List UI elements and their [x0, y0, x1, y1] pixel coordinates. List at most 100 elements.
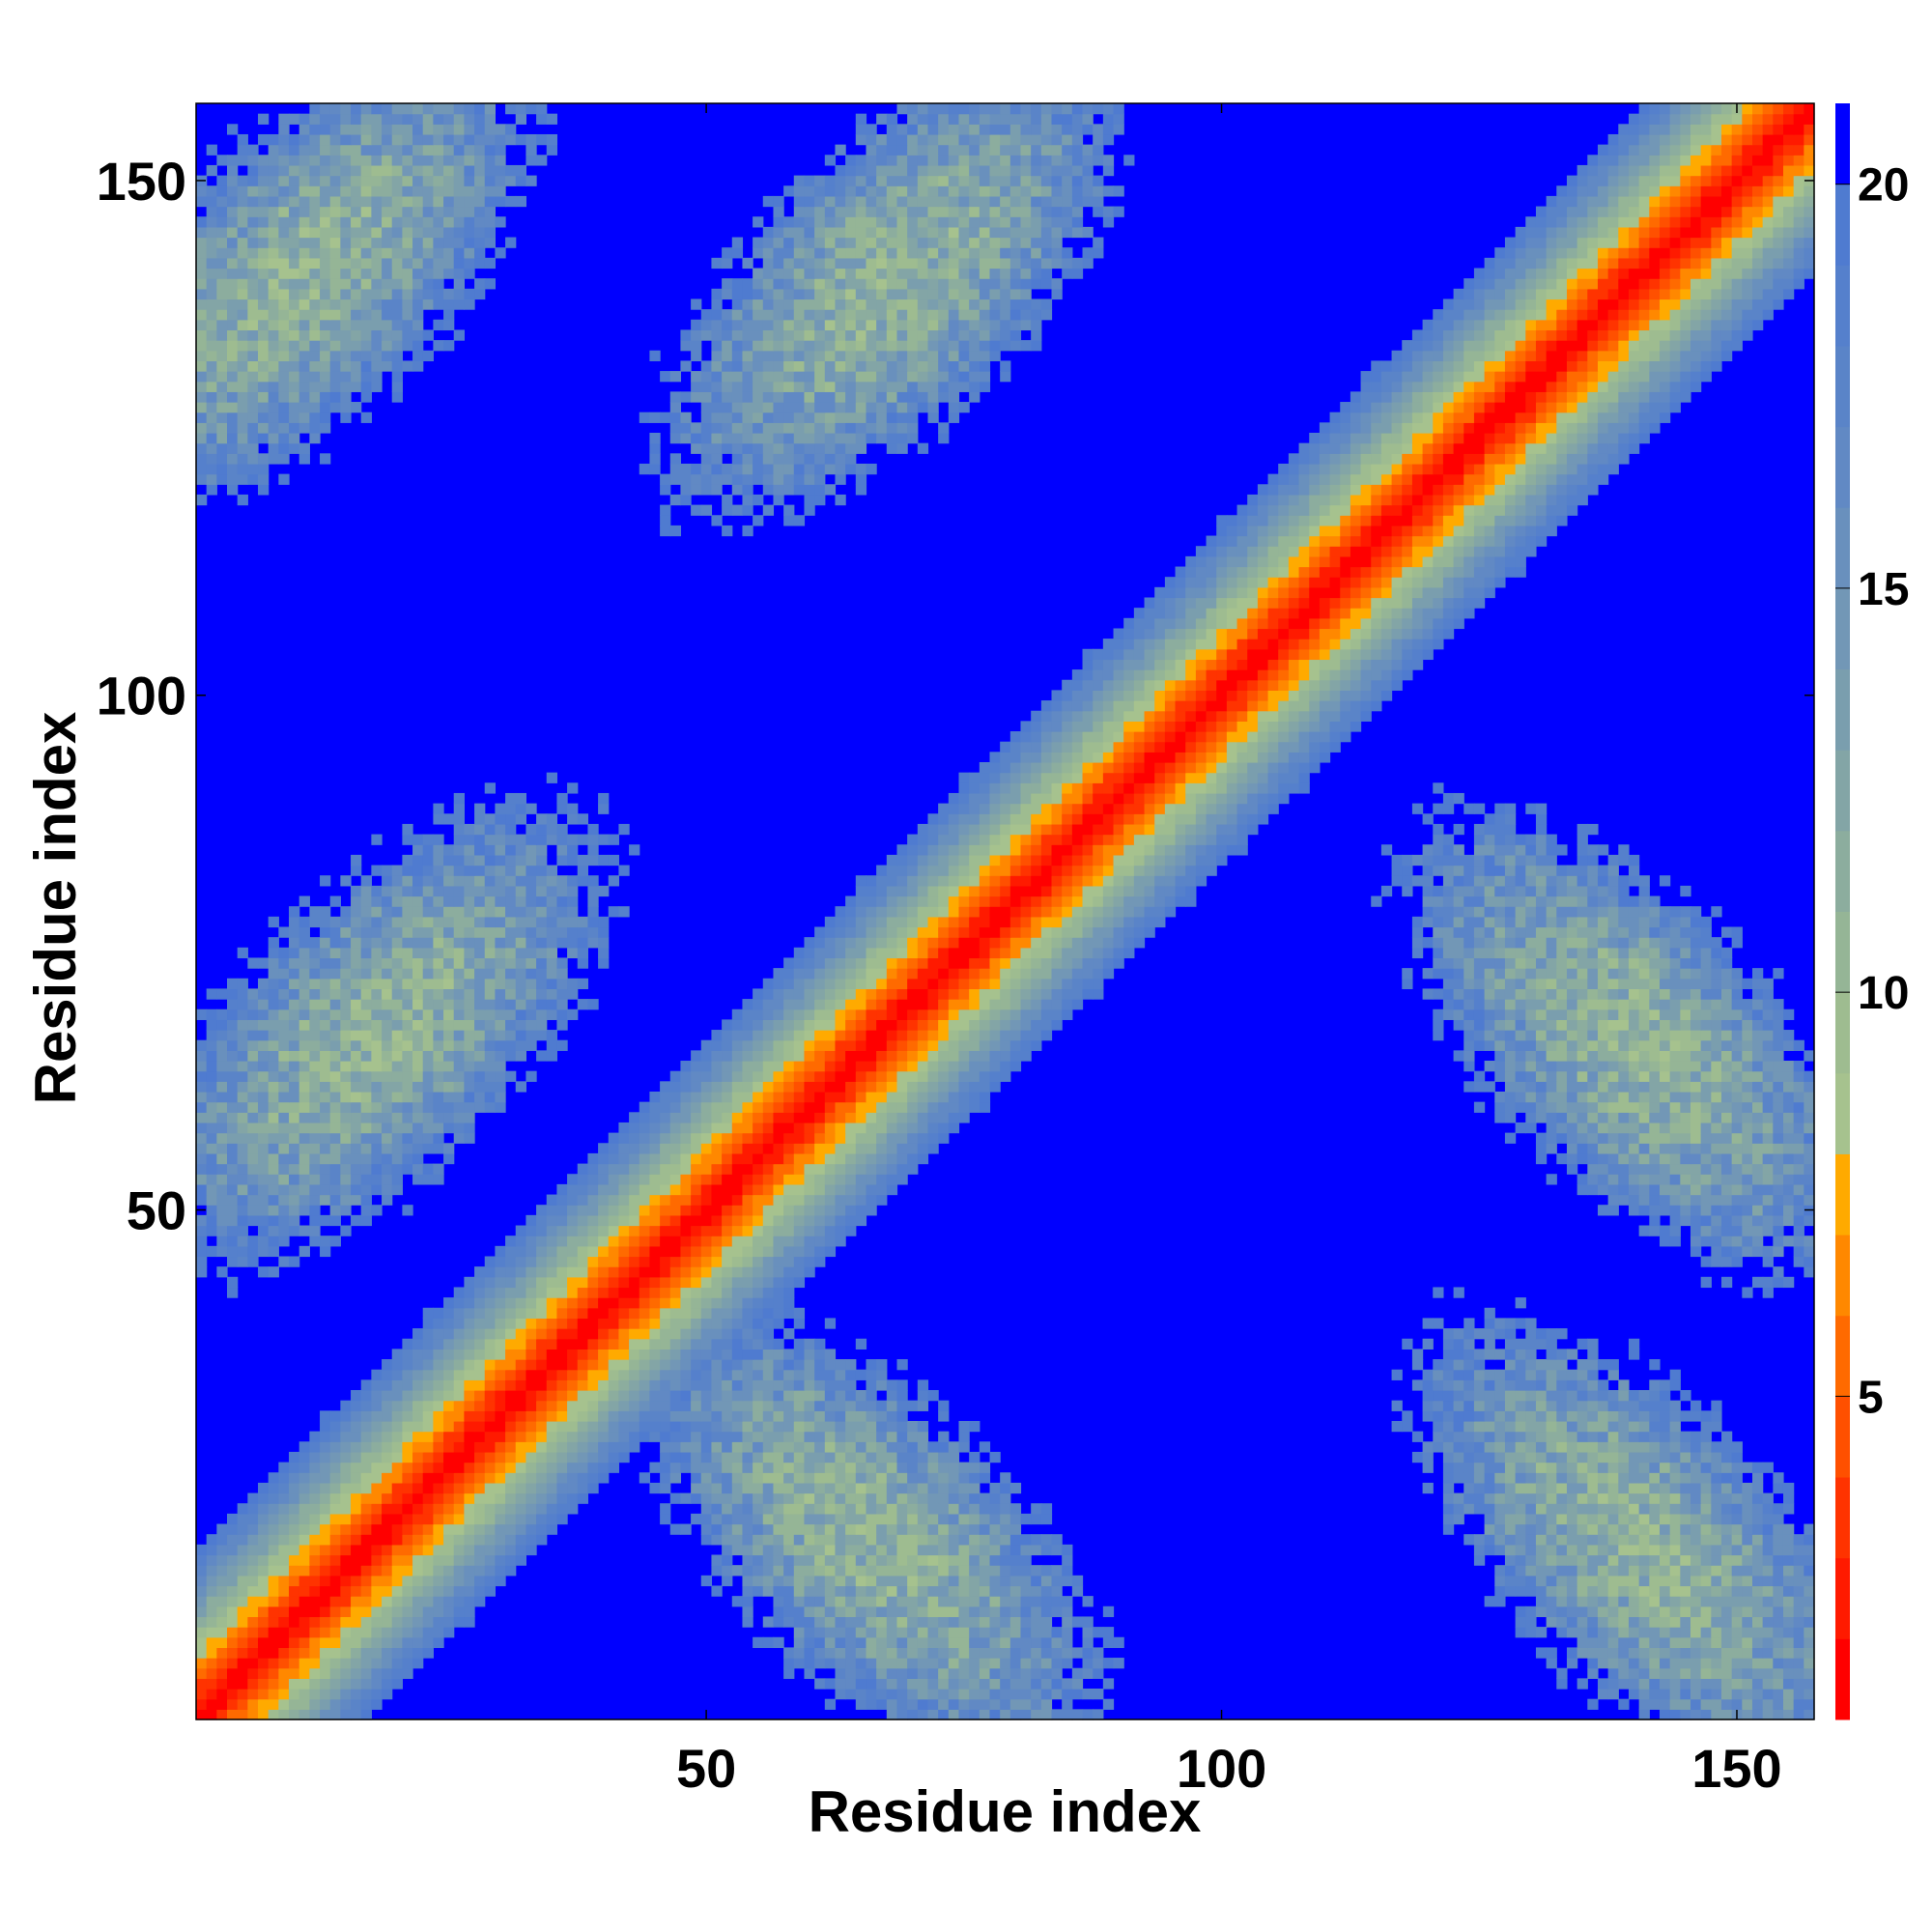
heatmap-cell	[237, 1050, 248, 1062]
heatmap-cell	[329, 1513, 341, 1525]
heatmap-cell	[422, 1328, 434, 1340]
heatmap-cell	[227, 1698, 239, 1710]
heatmap-cell	[742, 1225, 753, 1236]
heatmap-cell	[753, 1349, 764, 1360]
heatmap-cell	[237, 1214, 248, 1227]
heatmap-cell	[258, 1667, 270, 1679]
heatmap-cell	[753, 1441, 764, 1453]
heatmap-cell	[824, 1575, 837, 1587]
heatmap-cell	[618, 1390, 630, 1402]
heatmap-cell	[804, 1214, 815, 1227]
heatmap-cell	[1793, 1605, 1804, 1618]
heatmap-cell	[845, 1513, 857, 1525]
heatmap-cell	[391, 1379, 403, 1391]
heatmap-cell	[1680, 1513, 1691, 1525]
heatmap-cell	[722, 1112, 733, 1123]
heatmap-cell	[958, 1627, 970, 1638]
heatmap-cell	[814, 1575, 826, 1587]
heatmap-cell	[1680, 1081, 1691, 1093]
heatmap-cell	[258, 1091, 270, 1103]
heatmap-cell	[546, 1236, 558, 1247]
heatmap-cell	[762, 1349, 775, 1360]
heatmap-cell	[474, 1101, 486, 1113]
heatmap-cell	[1680, 1431, 1691, 1442]
heatmap-cell	[237, 1091, 248, 1103]
heatmap-cell	[1638, 1390, 1650, 1402]
heatmap-cell	[1751, 1709, 1764, 1720]
heatmap-cell	[1546, 1605, 1557, 1618]
heatmap-cell	[1535, 1605, 1548, 1618]
heatmap-cell	[1535, 1101, 1548, 1113]
heatmap-cell	[505, 1492, 517, 1504]
heatmap-cell	[1556, 1061, 1568, 1072]
heatmap-cell	[731, 1256, 744, 1267]
heatmap-cell	[1566, 1647, 1578, 1659]
heatmap-cell	[855, 1338, 867, 1350]
heatmap-cell	[1751, 1225, 1764, 1236]
heatmap-cell	[1690, 1627, 1702, 1638]
heatmap-cell	[722, 1359, 733, 1371]
heatmap-cell	[680, 1183, 692, 1196]
heatmap-cell	[1000, 1070, 1011, 1082]
heatmap-cell	[546, 1451, 558, 1463]
heatmap-cell	[433, 1513, 444, 1525]
heatmap-cell	[1597, 1492, 1609, 1504]
heatmap-cell	[907, 1112, 919, 1123]
heatmap-cell	[247, 1565, 259, 1577]
heatmap-cell	[876, 1359, 888, 1371]
heatmap-cell	[793, 1061, 806, 1072]
heatmap-cell	[1607, 1585, 1619, 1597]
heatmap-cell	[1793, 1544, 1804, 1556]
heatmap-cell	[1040, 1596, 1053, 1607]
heatmap-cell	[762, 1152, 775, 1165]
heatmap-cell	[391, 1112, 403, 1123]
heatmap-cell	[1566, 1616, 1578, 1628]
heatmap-cell	[206, 1245, 217, 1258]
heatmap-cell	[1731, 1627, 1743, 1638]
heatmap-cell	[278, 1627, 290, 1638]
heatmap-cell	[1546, 1575, 1557, 1587]
heatmap-cell	[1597, 1678, 1609, 1690]
heatmap-cell	[1051, 1585, 1063, 1597]
heatmap-cell	[1535, 1503, 1548, 1515]
heatmap-cell	[886, 1689, 898, 1700]
heatmap-cell	[804, 1544, 815, 1556]
heatmap-cell	[1711, 1236, 1722, 1247]
heatmap-cell	[320, 1596, 331, 1607]
heatmap-cell	[1669, 1152, 1681, 1165]
heatmap-cell	[268, 1492, 279, 1504]
heatmap-cell	[1062, 1605, 1073, 1618]
heatmap-cell	[845, 1565, 857, 1577]
heatmap-cell	[206, 1544, 217, 1556]
heatmap-cell	[660, 1287, 671, 1298]
heatmap-cell	[731, 1410, 744, 1422]
heatmap-cell	[639, 1143, 651, 1154]
heatmap-cell	[855, 1143, 867, 1154]
heatmap-cell	[515, 1328, 526, 1340]
heatmap-cell	[700, 1132, 713, 1144]
heatmap-cell	[1463, 1081, 1475, 1093]
heatmap-cell	[804, 1132, 815, 1144]
heatmap-cell	[896, 1462, 908, 1473]
heatmap-cell	[1628, 1143, 1640, 1154]
heatmap-cell	[247, 1627, 259, 1638]
heatmap-cell	[464, 1420, 475, 1433]
heatmap-cell	[227, 1287, 239, 1298]
heatmap-cell	[824, 1225, 837, 1236]
heatmap-cell	[391, 1605, 403, 1618]
heatmap-cell	[1700, 1605, 1712, 1618]
heatmap-cell	[546, 1287, 558, 1298]
heatmap-cell	[216, 1070, 228, 1082]
heatmap-cell	[1113, 1636, 1124, 1649]
heatmap-cell	[268, 1647, 279, 1659]
heatmap-cell	[484, 1266, 496, 1278]
heatmap-cell	[1473, 1451, 1486, 1463]
heatmap-cell	[793, 1544, 806, 1556]
heatmap-cell	[422, 1400, 434, 1411]
heatmap-cell	[268, 1667, 279, 1679]
heatmap-cell	[722, 1523, 733, 1535]
heatmap-cell	[814, 1513, 826, 1525]
heatmap-cell	[1690, 1585, 1702, 1597]
heatmap-cell	[298, 1698, 310, 1710]
heatmap-cell	[649, 1122, 661, 1134]
